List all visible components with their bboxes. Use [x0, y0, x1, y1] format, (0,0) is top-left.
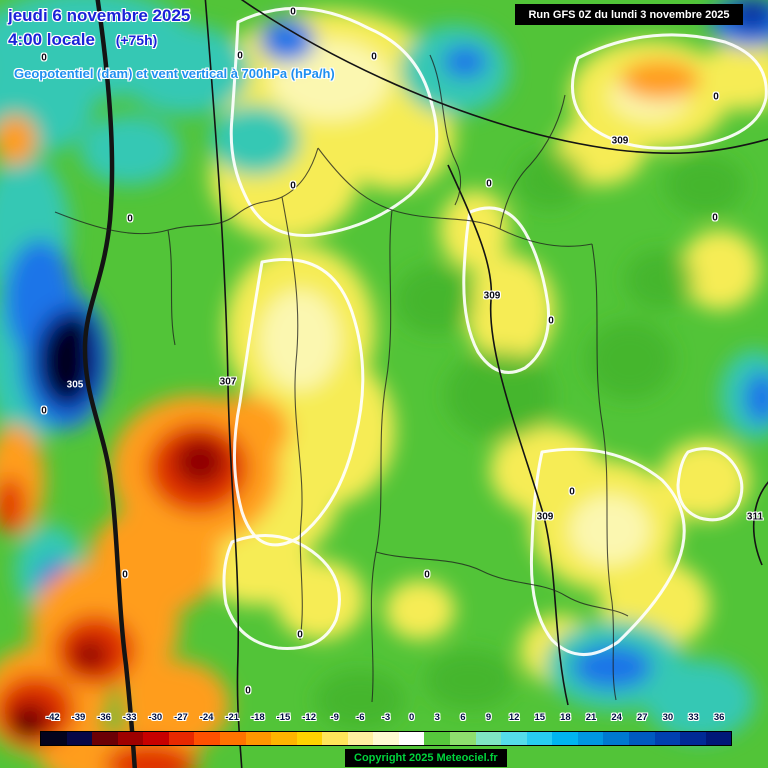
colorbar-cell: [373, 732, 399, 745]
geopotential-contours: [82, 0, 768, 768]
colorbar-cell: [194, 732, 220, 745]
colorbar-tick: -39: [71, 712, 86, 723]
colorbar-cell: [475, 732, 502, 745]
colorbar-tick: 15: [534, 712, 546, 723]
colorbar-tick: 18: [560, 712, 571, 723]
colorbar-cell: [450, 732, 476, 745]
colorbar-tick: 9: [485, 712, 492, 723]
date-title: jeudi 6 novembre 2025: [8, 6, 191, 25]
country-borders: [54, 54, 629, 703]
colorbar-tick: -42: [45, 712, 60, 723]
colorbar-cell: [168, 732, 195, 745]
colorbar-tick: -27: [174, 712, 188, 723]
colorbar-cell: [577, 732, 604, 745]
colorbar-tick: 6: [460, 712, 466, 723]
colorbar-cell: [680, 732, 706, 745]
colorbar-cell: [501, 732, 527, 745]
colorbar-cell: [117, 732, 144, 745]
colorbar-cell: [296, 732, 323, 745]
colorbar-tick: -18: [250, 712, 265, 723]
zero-contour-outlines: [222, 6, 768, 656]
colorbar-cell: [41, 732, 67, 745]
colorbar-tick: -21: [225, 712, 240, 723]
colorbar-tick: 12: [508, 712, 520, 723]
colorbar-cell: [271, 732, 297, 745]
forecast-offset: (+75h): [115, 32, 158, 48]
colorbar-tick: 0: [408, 712, 415, 723]
colorbar-tick: -33: [122, 712, 137, 723]
colorbar-tick: -30: [148, 712, 163, 723]
colorbar-cell: [526, 732, 553, 745]
time-title: 4:00 locale (+75h): [8, 30, 157, 50]
colorbar-tick: -12: [302, 712, 316, 723]
colorbar-tick: -24: [199, 712, 214, 723]
colorbar-cell: [322, 732, 348, 745]
colorbar-tick: 33: [688, 712, 699, 723]
colorbar-tick: 30: [662, 712, 674, 723]
parameter-subtitle: Geopotentiel (dam) et vent vertical à 70…: [14, 66, 335, 81]
colorbar-cell: [245, 732, 272, 745]
colorbar-cell: [705, 732, 732, 745]
colorbar: [40, 731, 732, 746]
colorbar-tick: -15: [276, 712, 291, 723]
colorbar-cell: [143, 732, 169, 745]
colorbar-tick: 27: [636, 712, 648, 723]
colorbar-tick: 21: [585, 712, 597, 723]
local-time: 4:00 locale: [8, 30, 95, 49]
colorbar-cell: [424, 732, 450, 745]
colorbar-cell: [347, 732, 374, 745]
colorbar-ticks: -42 -39 -36 -33 -30 -27 -24 -21 -18 -15 -12 -9 -6 -3 0…: [0, 712, 768, 728]
colorbar-tick: 24: [611, 712, 622, 723]
colorbar-tick: -6: [356, 712, 365, 723]
colorbar-cell: [628, 732, 655, 745]
copyright-notice: Copyright 2025 Meteociel.fr: [345, 749, 507, 767]
colorbar-cell: [92, 732, 118, 745]
colorbar-cell: [66, 732, 93, 745]
colorbar-tick: -36: [97, 712, 111, 723]
colorbar-cell: [603, 732, 629, 745]
colorbar-cell: [654, 732, 681, 745]
colorbar-cell: [398, 732, 425, 745]
colorbar-cell: [219, 732, 246, 745]
colorbar-tick: -9: [330, 712, 339, 723]
colorbar-cell: [552, 732, 578, 745]
model-run-info: Run GFS 0Z du lundi 3 novembre 2025: [515, 4, 743, 25]
colorbar-tick: 36: [713, 712, 725, 723]
colorbar-tick: 3: [434, 712, 440, 723]
colorbar-tick: -3: [381, 712, 391, 723]
